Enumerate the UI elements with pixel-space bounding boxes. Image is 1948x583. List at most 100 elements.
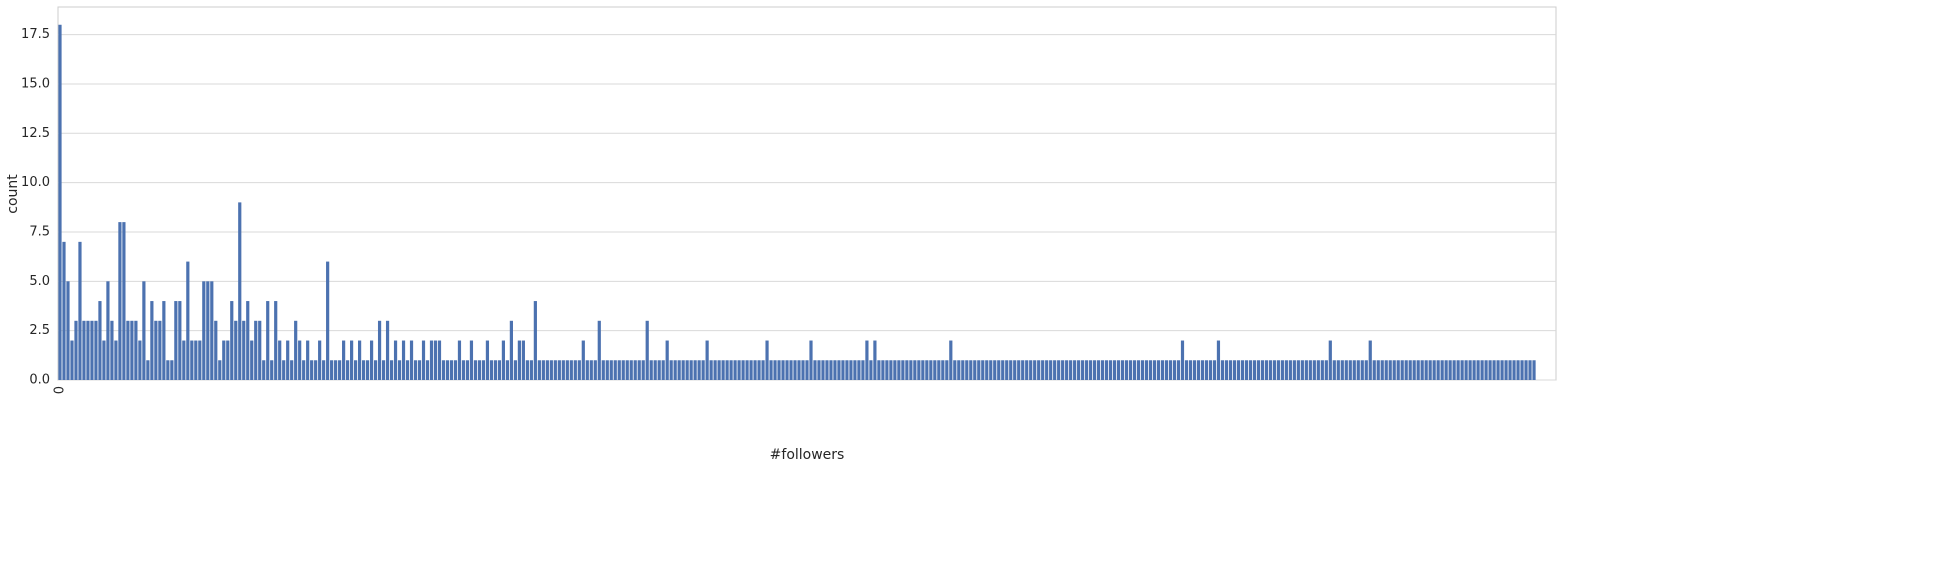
bar <box>1232 360 1237 380</box>
bar <box>1524 360 1528 380</box>
bar <box>877 360 881 380</box>
bar <box>861 360 865 380</box>
bar <box>1136 360 1141 380</box>
bar <box>202 281 206 380</box>
bar <box>1388 360 1392 380</box>
bar <box>925 360 929 380</box>
bar <box>633 360 637 380</box>
bar <box>977 360 981 380</box>
bar <box>1208 360 1213 380</box>
bar <box>1276 360 1280 380</box>
bar <box>393 340 398 380</box>
bar <box>625 360 629 380</box>
bar <box>941 360 945 380</box>
bar <box>661 360 665 380</box>
bar <box>238 202 242 380</box>
bar <box>501 340 506 380</box>
bar <box>1428 360 1432 380</box>
bar <box>1248 360 1253 380</box>
bar <box>1176 360 1181 380</box>
y-tick-label: 12.5 <box>21 126 50 141</box>
bar <box>873 340 877 380</box>
bar <box>98 301 102 380</box>
bar <box>529 360 533 380</box>
bar <box>937 360 941 380</box>
bar <box>609 360 613 380</box>
bar <box>230 301 234 380</box>
bar <box>1148 360 1153 380</box>
bar <box>813 360 817 380</box>
bar <box>725 360 729 380</box>
bar <box>282 360 286 380</box>
bar <box>437 340 442 380</box>
bar <box>1212 360 1217 380</box>
bar <box>785 360 789 380</box>
bar <box>1472 360 1476 380</box>
bar <box>953 360 957 380</box>
bar <box>1188 360 1193 380</box>
bar <box>1416 360 1420 380</box>
bar <box>593 360 597 380</box>
bar <box>525 360 529 380</box>
bar <box>1184 360 1189 380</box>
bar <box>965 360 969 380</box>
bar <box>961 360 965 380</box>
bar <box>805 360 809 380</box>
bar <box>849 360 853 380</box>
bar <box>1093 360 1097 380</box>
bar <box>673 360 677 380</box>
bar <box>853 360 857 380</box>
bar <box>601 360 605 380</box>
bar <box>989 360 993 380</box>
bar <box>214 320 218 380</box>
bar <box>1065 360 1069 380</box>
bar <box>1017 360 1021 380</box>
bar <box>617 360 621 380</box>
bar <box>893 360 897 380</box>
bar <box>1348 360 1352 380</box>
bar <box>1236 360 1241 380</box>
bar <box>1404 360 1408 380</box>
bar <box>1356 360 1360 380</box>
bar <box>1089 360 1093 380</box>
bar <box>513 360 517 380</box>
bar <box>385 320 390 380</box>
bar <box>737 360 741 380</box>
bar <box>665 340 669 380</box>
bar <box>110 320 114 380</box>
bar <box>1516 360 1520 380</box>
bar <box>445 360 450 380</box>
bar <box>1456 360 1460 380</box>
bar <box>581 340 585 380</box>
bar <box>1053 360 1057 380</box>
bar <box>637 360 641 380</box>
bar <box>921 360 925 380</box>
bar <box>361 360 366 380</box>
bar <box>334 360 338 380</box>
bar <box>569 360 573 380</box>
y-tick-label: 17.5 <box>21 27 50 42</box>
bar <box>537 360 541 380</box>
bar <box>1508 360 1512 380</box>
bar <box>957 360 961 380</box>
bar <box>869 360 873 380</box>
bar <box>669 360 673 380</box>
bar <box>373 360 378 380</box>
bar <box>1033 360 1037 380</box>
plot-frame <box>57 6 1557 381</box>
bar <box>1480 360 1484 380</box>
bar <box>453 360 458 380</box>
bar <box>829 360 833 380</box>
bar <box>1448 360 1452 380</box>
bar <box>833 360 837 380</box>
bar <box>66 281 70 380</box>
bar <box>613 360 617 380</box>
bar <box>681 360 685 380</box>
bar <box>641 360 645 380</box>
bar <box>1124 360 1129 380</box>
bar <box>1360 360 1364 380</box>
bar <box>210 281 214 380</box>
bar <box>1101 360 1105 380</box>
bar <box>250 340 254 380</box>
bar <box>318 340 322 380</box>
